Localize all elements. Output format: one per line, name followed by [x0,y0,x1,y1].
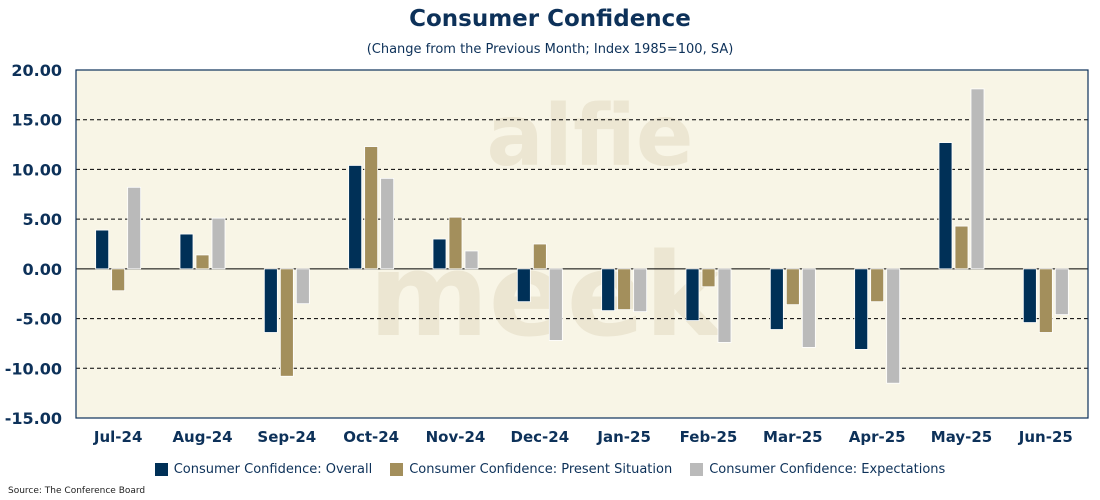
legend-label: Consumer Confidence: Present Situation [409,462,673,477]
legend-swatch [390,463,404,476]
bar [432,238,447,270]
bar [179,233,194,270]
bar [195,254,210,270]
chart-subtitle: (Change from the Previous Month; Index 1… [366,42,734,57]
chart-title: Consumer Confidence [409,6,691,32]
bar [111,268,126,292]
bar [785,268,800,306]
bar [870,268,885,303]
bar [380,177,395,270]
bar [532,243,547,270]
x-tick-label: Apr-25 [849,428,906,446]
x-tick-label: Aug-24 [172,428,232,446]
bar [1038,268,1053,333]
x-tick-label: Dec-24 [511,428,570,446]
watermark-logo: alfie [486,87,693,186]
legend-swatch [690,463,704,476]
x-tick-label: Sep-24 [257,428,316,446]
bar [448,216,463,270]
bar [1022,268,1037,323]
legend-label: Consumer Confidence: Expectations [709,462,946,477]
bar [886,268,901,384]
x-tick-label: Nov-24 [426,428,486,446]
bar [279,268,294,377]
bar [970,88,985,270]
bar [854,268,869,350]
legend: Consumer Confidence: Overall Consumer Co… [0,462,1100,477]
x-tick-label: Jan-25 [596,428,650,446]
y-tick-label: 5.00 [23,210,62,229]
y-tick-label: 0.00 [23,260,62,279]
bar [464,250,479,270]
y-tick-label: -10.00 [5,359,62,378]
bar [701,268,716,288]
bar [769,268,784,330]
x-tick-label: Jul-24 [93,428,143,446]
legend-item-present-situation[interactable]: Consumer Confidence: Present Situation [390,462,672,477]
bar-chart: alfiemeek20.0015.0010.005.000.00-5.00-10… [5,61,1089,446]
bar [95,229,110,270]
x-tick-label: Mar-25 [763,428,823,446]
bar [364,146,379,270]
bar [954,225,969,270]
bar [548,268,563,341]
x-tick-label: Jun-25 [1018,428,1073,446]
bar [801,268,816,348]
bar [263,268,278,333]
bar [127,186,142,270]
legend-item-expectations[interactable]: Consumer Confidence: Expectations [690,462,945,477]
legend-label: Consumer Confidence: Overall [173,462,373,477]
bar [348,165,363,270]
bar [516,268,531,303]
y-tick-label: -5.00 [16,310,62,329]
y-tick-label: -15.00 [5,409,62,428]
bar [211,217,226,270]
bar [295,268,310,305]
bar [617,268,632,311]
x-tick-label: Oct-24 [343,428,399,446]
source-note: Source: The Conference Board [8,486,146,496]
legend-swatch [154,463,168,476]
bar [938,142,953,270]
bar [633,268,648,313]
legend-item-overall[interactable]: Consumer Confidence: Overall [154,462,373,477]
plot-area [76,70,1088,418]
bar [601,268,616,312]
y-tick-label: 10.00 [11,160,62,179]
x-tick-label: Feb-25 [680,428,738,446]
y-tick-label: 15.00 [11,111,62,130]
y-tick-label: 20.00 [11,61,62,80]
bar [685,268,700,321]
bar [717,268,732,343]
bar [1054,268,1069,315]
x-tick-label: May-25 [931,428,992,446]
plot-border [75,69,1089,419]
